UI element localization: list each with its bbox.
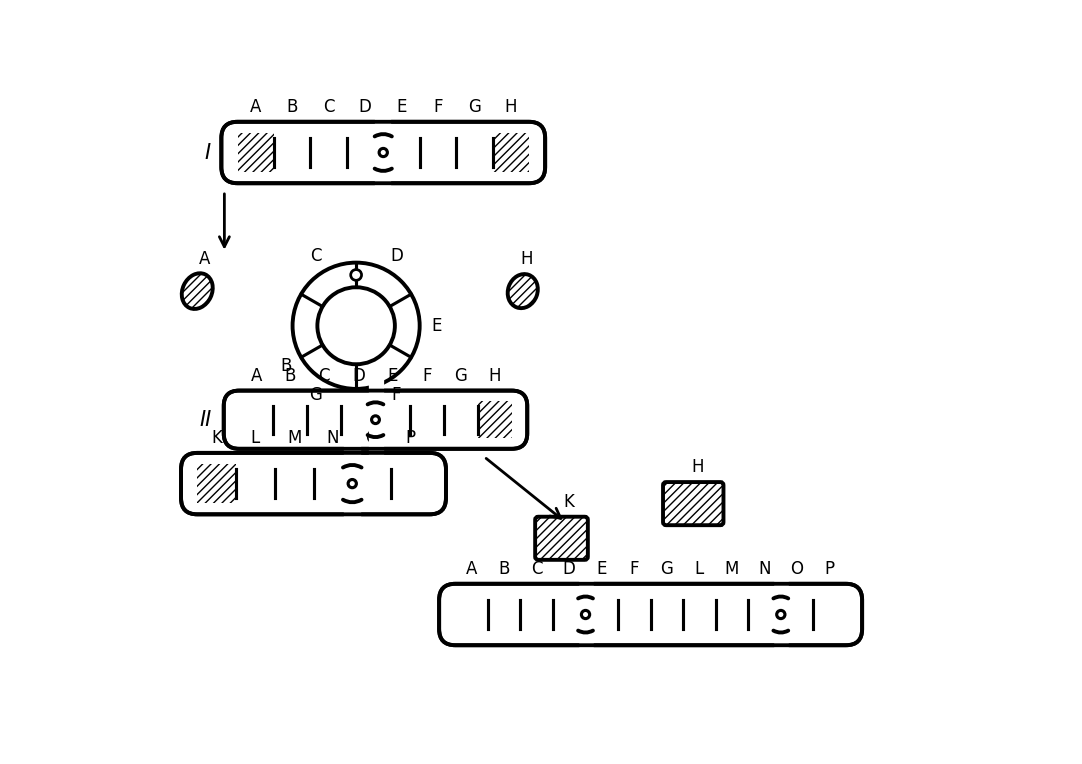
Text: O: O: [791, 561, 804, 578]
Text: P: P: [824, 561, 834, 578]
Text: H: H: [504, 98, 517, 115]
Circle shape: [351, 270, 361, 280]
Text: I: I: [204, 143, 210, 163]
Text: F: F: [422, 367, 432, 385]
Text: D: D: [358, 98, 371, 115]
Circle shape: [348, 480, 356, 487]
Text: B: B: [287, 98, 298, 115]
Text: B: B: [285, 367, 296, 385]
Text: H: H: [489, 367, 501, 385]
Text: P: P: [406, 429, 415, 448]
Text: A: A: [466, 561, 477, 578]
Circle shape: [317, 287, 395, 364]
FancyBboxPatch shape: [222, 121, 545, 183]
Circle shape: [292, 263, 420, 389]
Text: L: L: [695, 561, 704, 578]
Text: N: N: [758, 561, 770, 578]
Text: D: D: [352, 367, 365, 385]
Circle shape: [777, 610, 784, 619]
Text: K: K: [211, 429, 222, 448]
Text: H: H: [520, 250, 532, 268]
Text: C: C: [322, 98, 334, 115]
Text: O: O: [365, 429, 378, 448]
FancyBboxPatch shape: [181, 453, 446, 514]
Text: N: N: [327, 429, 339, 448]
Text: C: C: [318, 367, 330, 385]
Text: G: G: [454, 367, 467, 385]
Text: C: C: [311, 248, 321, 265]
Text: F: F: [630, 561, 639, 578]
Bar: [238, 133, 274, 172]
FancyBboxPatch shape: [224, 390, 527, 448]
Text: M: M: [287, 429, 301, 448]
Text: F: F: [392, 386, 401, 404]
Circle shape: [581, 610, 590, 619]
Text: A: A: [199, 250, 211, 268]
FancyBboxPatch shape: [439, 584, 862, 646]
Text: H: H: [691, 458, 703, 476]
Text: A: A: [250, 367, 262, 385]
Text: D: D: [563, 561, 576, 578]
Bar: [478, 401, 512, 438]
Text: II: II: [200, 410, 212, 429]
Text: G: G: [660, 561, 673, 578]
Text: F: F: [433, 98, 443, 115]
Text: D: D: [390, 248, 403, 265]
Bar: [197, 465, 236, 503]
Text: C: C: [531, 561, 542, 578]
Circle shape: [379, 148, 387, 157]
Text: G: G: [309, 386, 322, 404]
Text: B: B: [280, 357, 292, 375]
Text: L: L: [251, 429, 260, 448]
Bar: [492, 133, 529, 172]
Text: E: E: [396, 98, 407, 115]
Text: M: M: [725, 561, 739, 578]
Text: A: A: [250, 98, 262, 115]
FancyBboxPatch shape: [536, 516, 588, 560]
FancyBboxPatch shape: [663, 482, 724, 525]
Ellipse shape: [182, 274, 213, 309]
Text: K: K: [564, 493, 575, 510]
Text: G: G: [467, 98, 480, 115]
Text: B: B: [499, 561, 510, 578]
Ellipse shape: [507, 274, 538, 308]
Circle shape: [371, 416, 380, 423]
Text: E: E: [387, 367, 398, 385]
Text: E: E: [596, 561, 607, 578]
Text: E: E: [432, 317, 441, 335]
